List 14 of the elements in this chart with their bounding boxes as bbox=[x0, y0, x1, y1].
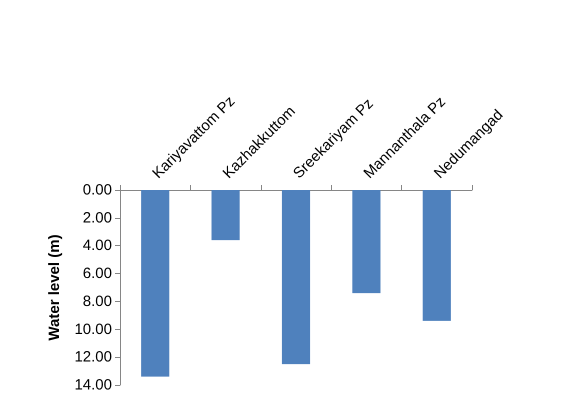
y-tick-label: 8.00 bbox=[82, 292, 112, 310]
y-tick-label: 0.00 bbox=[82, 182, 112, 198]
bar bbox=[352, 190, 380, 294]
y-tick-label: 4.00 bbox=[82, 237, 112, 254]
y-axis-title: Water level (m) bbox=[46, 234, 63, 341]
bar bbox=[282, 190, 310, 364]
y-tick-label: 6.00 bbox=[82, 265, 112, 282]
y-tick-label: 14.00 bbox=[74, 376, 112, 394]
y-tick-label: 10.00 bbox=[74, 320, 112, 338]
y-tick-label: 2.00 bbox=[82, 209, 112, 226]
bar bbox=[422, 190, 451, 321]
y-tick-label: 12.00 bbox=[74, 348, 112, 366]
bar bbox=[212, 190, 240, 240]
bar bbox=[141, 190, 170, 377]
